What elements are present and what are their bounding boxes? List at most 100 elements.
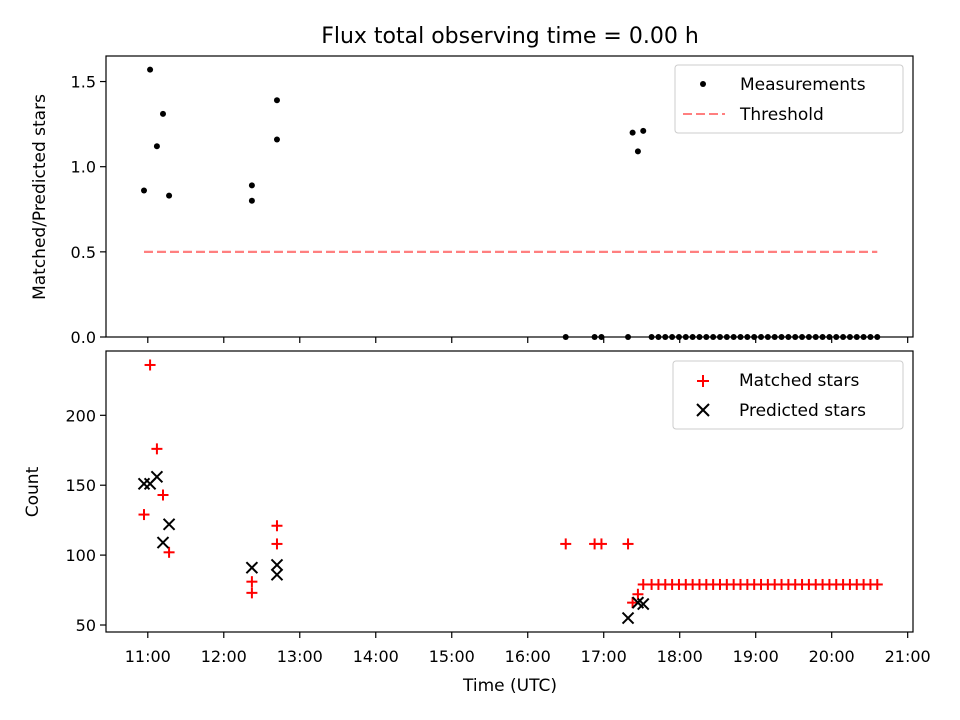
matched-star-point (163, 546, 175, 558)
matched-star-point (632, 588, 644, 600)
matched-star-point (271, 538, 283, 550)
matched-star-point (627, 597, 639, 609)
legend-predicted-marker (696, 403, 710, 417)
measurement-point (805, 334, 812, 340)
bottom-xtick-label-9: 20:00 (809, 647, 855, 666)
bottom-xtick-label-0: 11:00 (125, 647, 171, 666)
legend-predicted-label: Predicted stars (739, 401, 866, 421)
chart-title: Flux total observing time = 0.00 h (321, 24, 699, 49)
measurement-point (273, 97, 280, 104)
measurement-point (737, 334, 744, 340)
measurement-point (140, 187, 147, 194)
matched-star-point (560, 538, 572, 550)
measurement-point (758, 334, 765, 340)
top-panel-marks (140, 66, 881, 340)
bottom-xtick-label-5: 16:00 (505, 647, 551, 666)
measurement-point (248, 197, 255, 204)
predicted-star-point (150, 470, 164, 484)
predicted-star-point (162, 518, 176, 531)
bottom-panel-ticks: 50 100 150 200 11:00 12:00 13:00 14:00 15:00 16:0… (65, 406, 930, 666)
matched-star-point (595, 538, 607, 550)
bottom-xtick-label-6: 17:00 (581, 647, 627, 666)
measurement-point (689, 334, 696, 340)
bottom-ytick-label-0: 50 (76, 616, 96, 635)
measurement-point (629, 129, 636, 136)
top-ytick-label-1: 0.5 (71, 243, 96, 262)
matched-star-point (157, 489, 169, 501)
measurement-point (625, 334, 632, 340)
top-ytick-label-3: 1.5 (71, 73, 96, 92)
top-ytick-label-0: 0.0 (71, 328, 96, 347)
matched-star-point (246, 587, 258, 599)
bottom-panel-frame (105, 350, 914, 633)
measurement-point (853, 334, 860, 340)
measurement-point (598, 334, 605, 340)
bottom-panel-marks (137, 359, 883, 625)
measurement-point (751, 334, 758, 340)
legend-matched-marker (697, 375, 709, 387)
measurement-point (153, 143, 160, 150)
measurement-point (669, 334, 676, 340)
measurement-point (840, 334, 847, 340)
measurement-point (655, 334, 662, 340)
measurement-point (710, 334, 717, 340)
measurement-point (860, 334, 867, 340)
measurement-point (812, 334, 819, 340)
measurement-point (703, 334, 710, 340)
measurement-point (744, 334, 751, 340)
matched-star-point (144, 359, 156, 371)
measurement-point (874, 334, 881, 340)
measurement-point (248, 182, 255, 189)
measurement-point (846, 334, 853, 340)
measurement-point (730, 334, 737, 340)
bottom-xtick-label-10: 21:00 (885, 647, 931, 666)
bottom-xtick-label-4: 15:00 (429, 647, 475, 666)
bottom-legend-box (672, 360, 904, 430)
measurement-point (166, 192, 173, 199)
measurement-point (675, 334, 682, 340)
measurement-point (867, 334, 874, 340)
measurement-point (634, 148, 641, 155)
measurement-point (591, 334, 598, 340)
top-panel-frame (105, 55, 914, 338)
legend-matched-label: Matched stars (739, 371, 859, 391)
measurement-point (696, 334, 703, 340)
measurement-point (723, 334, 730, 340)
bottom-legend: Matched stars Predicted stars (672, 360, 904, 430)
bottom-xtick-label-1: 12:00 (201, 647, 247, 666)
measurement-point (778, 334, 785, 340)
bottom-xtick-label-2: 13:00 (277, 647, 323, 666)
x-axis-label: Time (UTC) (462, 676, 557, 696)
predicted-star-point (637, 597, 650, 611)
measurement-point (648, 334, 655, 340)
measurement-point (273, 136, 280, 143)
measurement-point (764, 334, 771, 340)
measurement-point (792, 334, 799, 340)
measurement-point (682, 334, 689, 340)
top-ytick-label-2: 1.0 (71, 158, 96, 177)
legend-measurements-marker (700, 81, 706, 87)
matched-star-point (151, 443, 163, 455)
measurement-point (833, 334, 840, 340)
measurement-point (785, 334, 792, 340)
predicted-star-point (245, 561, 259, 574)
top-y-axis-label: Matched/Predicted stars (30, 94, 50, 300)
bottom-xtick-label-3: 14:00 (353, 647, 399, 666)
top-legend: Measurements Threshold (674, 64, 904, 134)
predicted-star-point (156, 536, 170, 549)
measurement-point (159, 110, 166, 117)
predicted-star-point (270, 568, 284, 581)
predicted-star-point (137, 477, 151, 491)
bottom-ytick-label-2: 150 (65, 476, 96, 495)
measurement-point (562, 334, 569, 340)
bottom-y-axis-label: Count (23, 466, 43, 517)
predicted-star-point (270, 558, 284, 572)
matched-star-point (246, 576, 258, 588)
legend-threshold-label: Threshold (739, 105, 824, 125)
measurement-point (799, 334, 806, 340)
bottom-xtick-label-8: 19:00 (733, 647, 779, 666)
top-panel-ticks: 0.0 0.5 1.0 1.5 (71, 73, 909, 347)
predicted-star-point (621, 611, 635, 625)
bottom-xtick-label-7: 18:00 (657, 647, 703, 666)
measurement-point (147, 66, 154, 73)
